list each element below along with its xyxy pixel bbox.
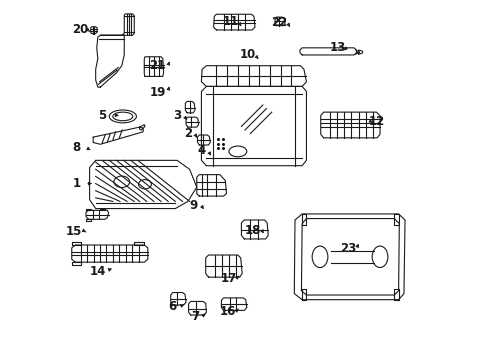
Text: 14: 14	[90, 265, 106, 278]
Text: 20: 20	[73, 23, 89, 36]
Text: 19: 19	[149, 86, 166, 99]
Text: 12: 12	[369, 114, 385, 127]
Text: 16: 16	[220, 305, 236, 318]
Text: 5: 5	[98, 109, 106, 122]
Text: 9: 9	[189, 198, 197, 212]
Text: 23: 23	[341, 242, 357, 255]
Text: 17: 17	[221, 272, 237, 285]
Text: 11: 11	[222, 14, 239, 27]
Text: 15: 15	[66, 225, 82, 238]
Text: 6: 6	[169, 300, 177, 313]
Text: 3: 3	[173, 109, 181, 122]
Text: 8: 8	[72, 141, 80, 154]
Text: 1: 1	[73, 177, 80, 190]
Text: 13: 13	[330, 41, 346, 54]
Text: 22: 22	[271, 16, 287, 29]
Text: 18: 18	[245, 224, 261, 237]
Text: 10: 10	[240, 49, 256, 62]
Text: 7: 7	[191, 310, 199, 323]
Text: 4: 4	[197, 144, 205, 157]
Text: 2: 2	[184, 127, 192, 140]
Text: 21: 21	[149, 59, 166, 72]
